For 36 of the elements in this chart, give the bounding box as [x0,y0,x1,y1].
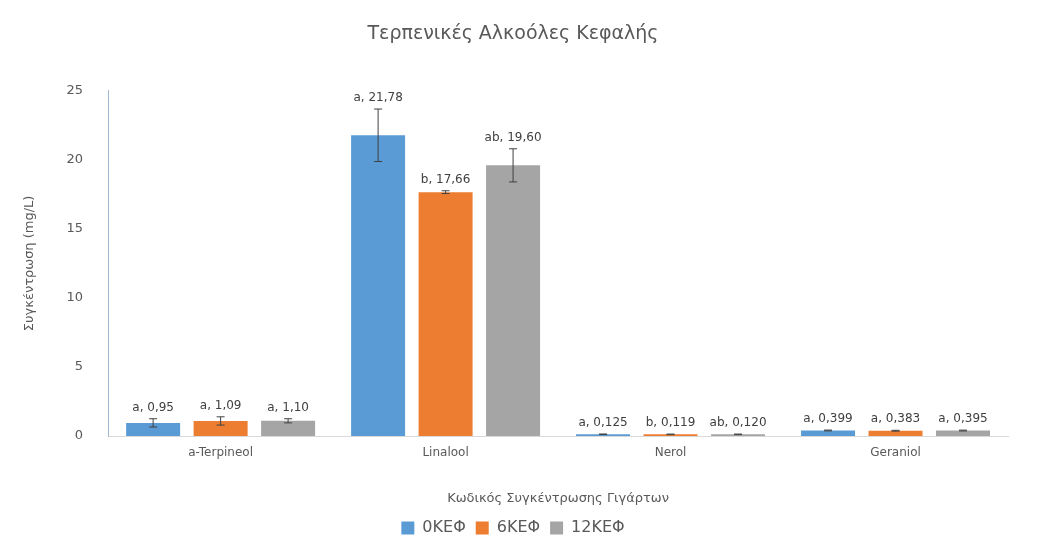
legend-label: 0ΚΕΦ [422,517,466,537]
bar [351,135,406,436]
x-tick-label: a-Terpineol [188,445,254,460]
y-tick-label: 0 [74,427,84,443]
data-label: b, 0,119 [645,415,696,430]
x-tick-label: Geraniol [870,445,921,460]
data-label: a, 1,09 [199,397,242,412]
data-label: a, 0,383 [870,411,921,426]
data-label: ab, 19,60 [484,129,542,144]
bar [418,192,473,436]
bar [261,420,316,436]
data-label: b, 17,66 [420,171,471,186]
y-axis-title: Συγκέντρωση (mg/L) [21,195,37,332]
data-label: a, 0,95 [132,399,174,414]
chart-title: Τερπενικές Αλκοόλες Κεφαλής [366,21,659,44]
data-label: a, 1,10 [267,399,309,414]
bar [193,420,248,436]
y-tick-label: 20 [66,151,84,167]
data-label: a, 0,399 [803,411,853,426]
bar [868,430,923,436]
data-label: a, 0,125 [578,415,628,430]
data-label: a, 0,395 [938,411,988,426]
x-tick-label: Nerol [654,445,687,460]
data-label: a, 21,78 [353,90,403,105]
y-tick-label: 5 [74,358,84,374]
y-tick-label: 25 [66,82,84,98]
data-label: ab, 0,120 [709,415,767,430]
x-axis-title: Κωδικός Συγκέντρωσης Γιγάρτων [447,489,669,505]
legend-label: 6ΚΕΦ [496,517,541,537]
y-tick-label: 15 [66,220,84,236]
legend-label: 12ΚΕΦ [571,517,625,537]
bar [801,430,856,436]
y-tick-label: 10 [66,289,84,305]
bar [486,165,541,436]
bar [126,422,181,436]
x-tick-label: Linalool [422,445,469,460]
